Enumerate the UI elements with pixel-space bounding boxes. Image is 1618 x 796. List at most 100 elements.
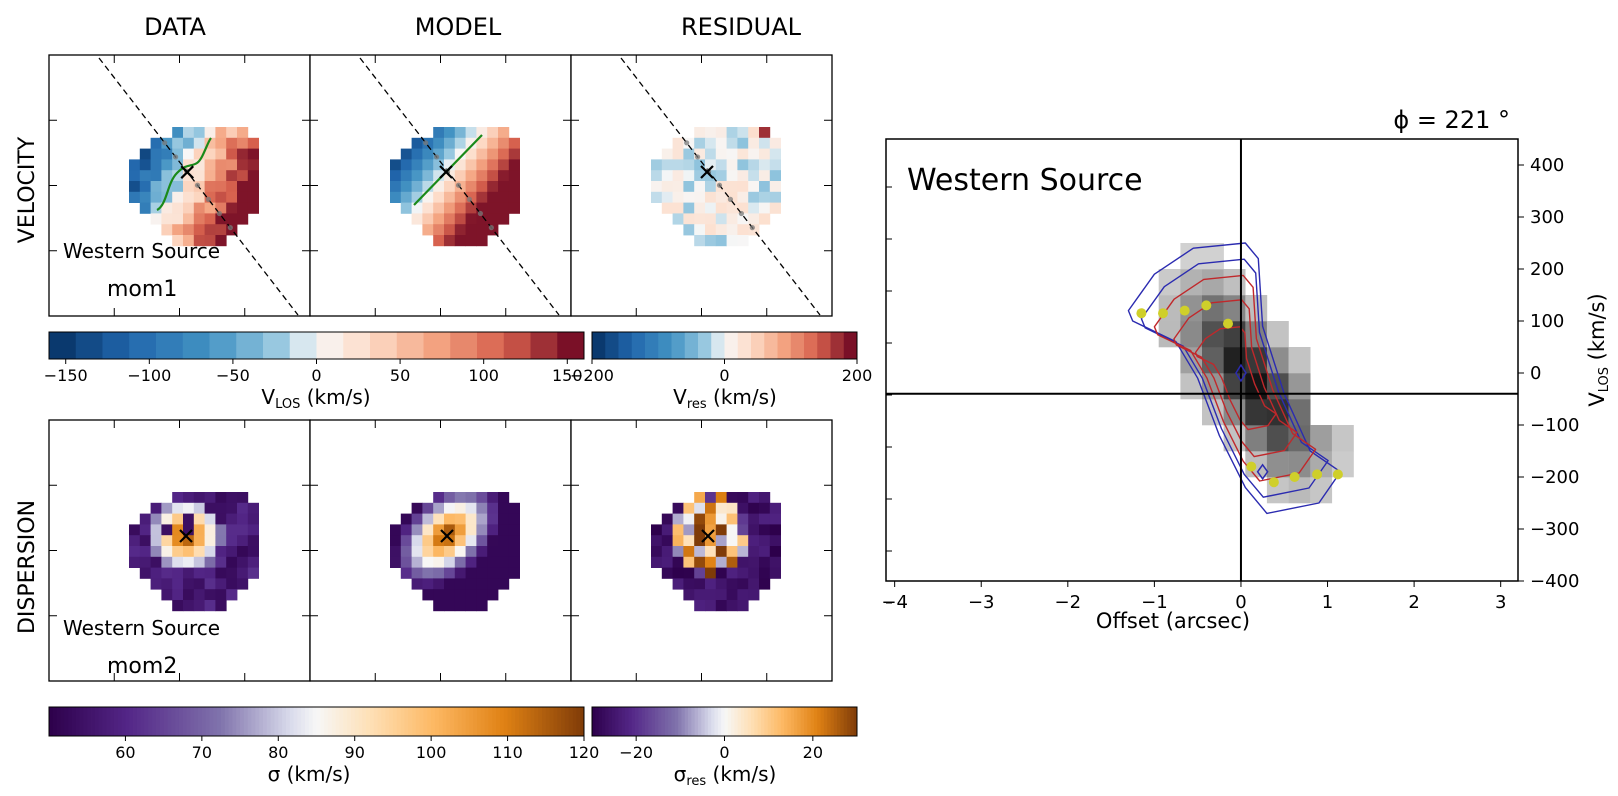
velocity-residual-map-pixel: [705, 137, 717, 149]
velocity-residual-map-pixel: [661, 159, 673, 171]
pv-pixel: [1266, 425, 1289, 452]
slit-sample-point: [194, 182, 201, 188]
dispersion-model-map-pixel: [390, 556, 402, 568]
dispersion-data-map-pixel: [193, 567, 205, 579]
dispersion-residual-colorbar-segment: [827, 707, 831, 736]
dispersion-colorbar-segment: [274, 707, 279, 736]
slit-sample-point: [749, 225, 755, 231]
dispersion-colorbar-tick-label: 110: [492, 743, 523, 762]
velocity-residual-colorbar-segment: [671, 332, 686, 359]
velocity-model-map-pixel: [444, 159, 456, 171]
dispersion-data-map-pixel: [226, 535, 238, 547]
center-cross-icon: [700, 165, 714, 179]
dispersion-colorbar-segment: [102, 707, 107, 736]
velocity-model-map-pixel: [487, 181, 499, 193]
pv-peak-point: [1201, 300, 1212, 311]
dispersion-colorbar-segment: [507, 707, 512, 736]
dispersion-model-map-pixel: [422, 535, 434, 547]
dispersion-residual-map-pixel: [705, 556, 717, 568]
dispersion-residual-map-pixel: [748, 524, 760, 536]
dispersion-colorbar-tick-label: 80: [268, 743, 288, 762]
dispersion-residual-colorbar-segment: [707, 707, 712, 736]
velocity-residual-map-pixel: [748, 127, 760, 139]
velocity-data-map-pixel: [247, 181, 259, 193]
pv-y-tick-label: 100: [1530, 311, 1564, 332]
dispersion-residual-colorbar-segment: [734, 707, 739, 736]
velocity-model-map-pixel: [465, 191, 477, 203]
dispersion-model-map-pixel: [454, 502, 466, 514]
velocity-residual-map-pixel: [694, 191, 706, 203]
dispersion-data-map-pixel: [204, 492, 216, 504]
dispersion-data-map-pixel: [237, 535, 249, 547]
velocity-colorbar-segment: [477, 332, 505, 359]
dispersion-residual-colorbar-segment: [770, 707, 775, 736]
dispersion-data-map-pixel: [183, 589, 195, 601]
dispersion-residual-map-pixel: [737, 567, 749, 579]
dispersion-model-map-pixel: [444, 556, 456, 568]
dispersion-residual-colorbar-segment: [638, 707, 643, 736]
cbar-dispersion-label: σ (km/s): [268, 762, 351, 786]
velocity-data-map-pixel: [161, 148, 173, 160]
dispersion-residual-map-pixel: [715, 567, 727, 579]
velocity-data-map-pixel: [172, 181, 184, 193]
dispersion-colorbar-segment: [541, 707, 547, 736]
velocity-colorbar-segment: [156, 332, 184, 359]
dispersion-model-map-pixel: [400, 567, 412, 579]
dispersion-residual-map-pixel: [759, 546, 771, 558]
velocity-data-map-pixel: [193, 148, 205, 160]
velocity-model-map-pixel: [444, 181, 456, 193]
pv-model-contour-inner: [1194, 326, 1277, 431]
dispersion-residual-map-pixel: [759, 535, 771, 547]
dispersion-residual-colorbar-segment: [767, 707, 772, 736]
velocity-residual-colorbar-segment: [737, 332, 752, 359]
dispersion-residual-colorbar-segment: [843, 707, 848, 736]
dispersion-data-map-pixel: [247, 502, 259, 514]
velocity-data-map-pixel: [183, 181, 195, 193]
dispersion-residual-map-pixel: [726, 578, 738, 590]
dispersion-data-map-pixel: [247, 556, 259, 568]
pv-pixel: [1266, 321, 1289, 348]
dispersion-data-map-pixel: [129, 524, 141, 536]
dispersion-residual-map-pixel: [726, 556, 738, 568]
dispersion-data-map-pixel: [215, 524, 227, 536]
dispersion-model-map-pixel: [390, 524, 402, 536]
dispersion-model-map-pixel: [498, 502, 510, 514]
velocity-residual-map-pixel: [694, 202, 706, 214]
velocity-residual-map-pixel: [737, 159, 749, 171]
velocity-data-map-pixel: [226, 148, 238, 160]
velocity-model-map-pixel: [400, 148, 412, 160]
velocity-residual-map-pixel: [672, 213, 684, 225]
velocity-residual-map-pixel: [683, 181, 695, 193]
dispersion-data-map-pixel: [237, 502, 249, 514]
dispersion-residual-colorbar-segment: [813, 707, 818, 736]
dispersion-data-map-pixel: [161, 578, 173, 590]
dispersion-colorbar-segment: [415, 707, 421, 736]
dispersion-colorbar-segment: [370, 707, 375, 736]
velocity-residual-map-pixel: [661, 181, 673, 193]
dispersion-model-map-pixel: [454, 589, 466, 601]
dispersion-data-map-pixel: [172, 513, 184, 525]
velocity-residual-colorbar-segment: [843, 332, 858, 359]
velocity-residual-map-pixel: [726, 148, 738, 160]
velocity-model-map-pixel: [411, 202, 423, 214]
dispersion-residual-colorbar-segment: [674, 707, 679, 736]
pv-pixel: [1245, 425, 1268, 452]
pv-pixel: [1223, 269, 1246, 296]
dispersion-residual-map-pixel: [726, 492, 738, 504]
dispersion-model-map-pixel: [498, 524, 510, 536]
velocity-model-map-pixel: [454, 137, 466, 149]
dispersion-data-map-pixel: [161, 513, 173, 525]
velocity-data-map-pixel: [247, 191, 259, 203]
dispersion-colorbar-segment: [461, 707, 466, 736]
velocity-data-map-pixel: [139, 202, 151, 214]
dispersion-residual-map-pixel: [683, 546, 695, 558]
dispersion-residual-map-pixel: [769, 502, 781, 514]
dispersion-colorbar-segment: [79, 707, 84, 736]
dispersion-colorbar-segment: [278, 707, 283, 736]
dispersion-model-map-pixel: [411, 513, 423, 525]
dispersion-data-map-pixel: [193, 578, 205, 590]
dispersion-residual-colorbar-segment: [724, 707, 729, 736]
dispersion-residual-colorbar-tick-label: −20: [619, 743, 653, 762]
dispersion-residual-map-pixel: [715, 502, 727, 514]
dispersion-residual-colorbar-segment: [731, 707, 735, 736]
